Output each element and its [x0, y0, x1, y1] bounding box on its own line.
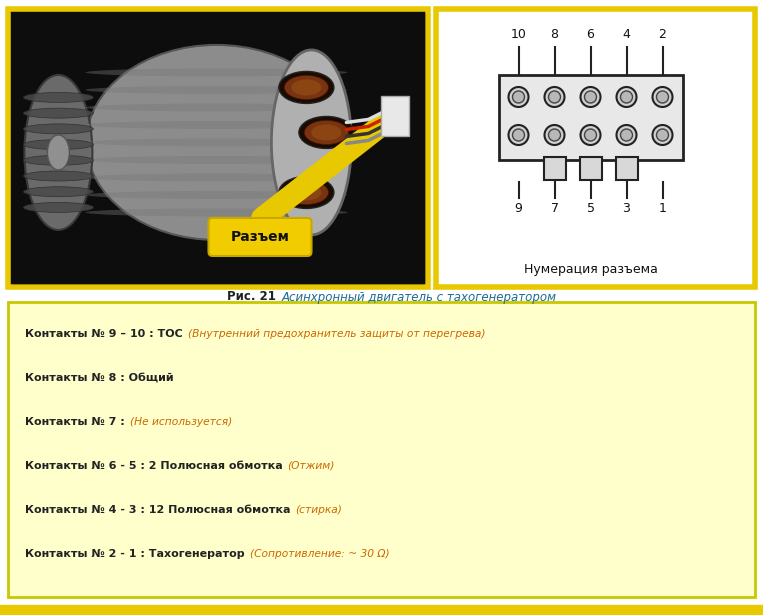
Bar [616, 157, 638, 180]
Text: (Не используется): (Не используется) [130, 417, 232, 427]
Text: 10: 10 [510, 28, 526, 41]
Text: Асинхронный двигатель с тахогенератором: Асинхронный двигатель с тахогенератором [282, 290, 557, 303]
Bar [436, 9, 755, 287]
Circle shape [584, 91, 597, 103]
Ellipse shape [24, 156, 93, 165]
Circle shape [549, 91, 561, 103]
Text: 1: 1 [658, 202, 666, 215]
Text: (стирка): (стирка) [295, 505, 343, 515]
Bar [498, 75, 682, 160]
Text: Нумерация разъема: Нумерация разъема [523, 263, 658, 276]
Circle shape [656, 129, 668, 141]
Ellipse shape [291, 79, 321, 95]
Circle shape [617, 87, 636, 107]
Bar [12, 13, 424, 283]
Circle shape [513, 91, 524, 103]
Text: 4: 4 [623, 28, 630, 41]
Ellipse shape [304, 121, 349, 145]
Circle shape [549, 129, 561, 141]
Ellipse shape [279, 71, 334, 103]
Ellipse shape [85, 138, 347, 146]
Text: Контакты № 2 - 1 : Тахогенератор: Контакты № 2 - 1 : Тахогенератор [25, 549, 249, 559]
Text: 8: 8 [550, 28, 559, 41]
Ellipse shape [85, 173, 347, 181]
Ellipse shape [24, 124, 93, 134]
Ellipse shape [85, 68, 347, 76]
Text: Контакты № 4 - 3 : 12 Полюсная обмотка: Контакты № 4 - 3 : 12 Полюсная обмотка [25, 505, 295, 515]
Text: (Сопротивление: ~ 30 Ω): (Сопротивление: ~ 30 Ω) [250, 549, 389, 559]
Ellipse shape [291, 184, 321, 200]
Circle shape [513, 129, 524, 141]
Text: 3: 3 [623, 202, 630, 215]
Ellipse shape [285, 180, 328, 204]
Text: 9: 9 [514, 202, 523, 215]
Circle shape [581, 125, 600, 145]
Text: 6: 6 [587, 28, 594, 41]
Circle shape [620, 91, 633, 103]
Circle shape [581, 87, 600, 107]
Text: 7: 7 [550, 202, 559, 215]
Bar [580, 157, 601, 180]
Text: (Отжим): (Отжим) [288, 461, 335, 471]
Ellipse shape [24, 140, 93, 149]
Circle shape [620, 129, 633, 141]
Ellipse shape [272, 50, 352, 235]
Circle shape [584, 129, 597, 141]
Ellipse shape [86, 45, 346, 240]
Ellipse shape [85, 103, 347, 111]
Ellipse shape [85, 191, 347, 199]
Bar [382, 97, 410, 137]
Text: (Внутренний предохранитель защиты от перегрева): (Внутренний предохранитель защиты от пер… [188, 329, 485, 339]
Text: Контакты № 7 :: Контакты № 7 : [25, 417, 129, 427]
Ellipse shape [24, 202, 93, 212]
Ellipse shape [24, 75, 92, 230]
Text: Контакты № 9 – 10 : ТОС: Контакты № 9 – 10 : ТОС [25, 329, 187, 339]
Circle shape [617, 125, 636, 145]
Bar [8, 302, 755, 597]
Ellipse shape [85, 208, 347, 216]
Circle shape [545, 87, 565, 107]
Circle shape [545, 125, 565, 145]
Text: Разъем: Разъем [230, 230, 289, 244]
Ellipse shape [24, 108, 93, 118]
Ellipse shape [24, 187, 93, 197]
Text: Рис. 21: Рис. 21 [227, 290, 280, 303]
Text: 5: 5 [587, 202, 594, 215]
Text: Контакты № 8 : Общий: Контакты № 8 : Общий [25, 373, 174, 383]
Ellipse shape [285, 76, 328, 100]
Text: 2: 2 [658, 28, 666, 41]
Ellipse shape [299, 116, 354, 148]
Circle shape [652, 87, 672, 107]
FancyBboxPatch shape [208, 218, 311, 256]
Ellipse shape [85, 121, 347, 129]
Ellipse shape [311, 124, 341, 140]
Ellipse shape [85, 86, 347, 94]
Ellipse shape [279, 177, 334, 208]
Circle shape [656, 91, 668, 103]
Circle shape [508, 87, 529, 107]
Circle shape [652, 125, 672, 145]
Bar [543, 157, 565, 180]
Ellipse shape [24, 92, 93, 103]
Circle shape [508, 125, 529, 145]
Bar [0, 605, 763, 615]
Text: Контакты № 6 - 5 : 2 Полюсная обмотка: Контакты № 6 - 5 : 2 Полюсная обмотка [25, 461, 287, 471]
Ellipse shape [47, 135, 69, 170]
Ellipse shape [85, 156, 347, 164]
Ellipse shape [24, 171, 93, 181]
Bar [8, 9, 428, 287]
